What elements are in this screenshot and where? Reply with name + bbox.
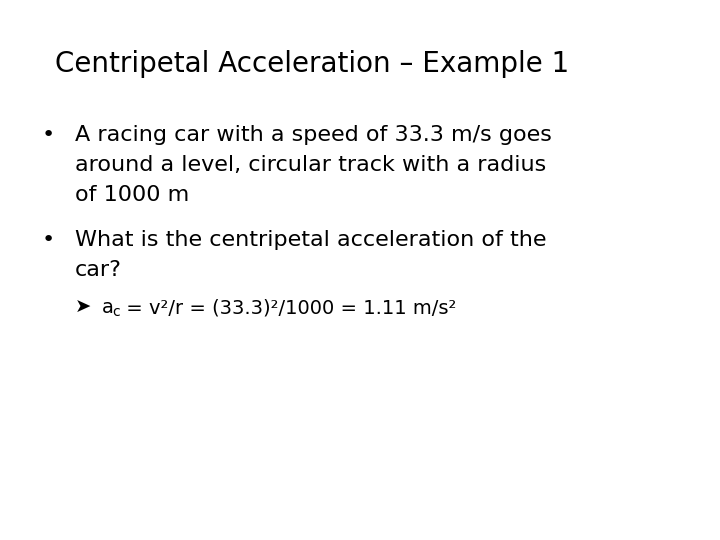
Text: Centripetal Acceleration – Example 1: Centripetal Acceleration – Example 1 <box>55 50 570 78</box>
Text: around a level, circular track with a radius: around a level, circular track with a ra… <box>75 155 546 175</box>
Text: of 1000 m: of 1000 m <box>75 185 189 205</box>
Text: = v²/r = (33.3)²/1000 = 1.11 m/s²: = v²/r = (33.3)²/1000 = 1.11 m/s² <box>120 298 456 317</box>
Text: c: c <box>112 305 120 319</box>
Text: ➤: ➤ <box>75 298 91 317</box>
Text: •: • <box>42 125 55 145</box>
Text: car?: car? <box>75 260 122 280</box>
Text: a: a <box>102 298 114 317</box>
Text: •: • <box>42 230 55 250</box>
Text: A racing car with a speed of 33.3 m/s goes: A racing car with a speed of 33.3 m/s go… <box>75 125 552 145</box>
Text: What is the centripetal acceleration of the: What is the centripetal acceleration of … <box>75 230 546 250</box>
